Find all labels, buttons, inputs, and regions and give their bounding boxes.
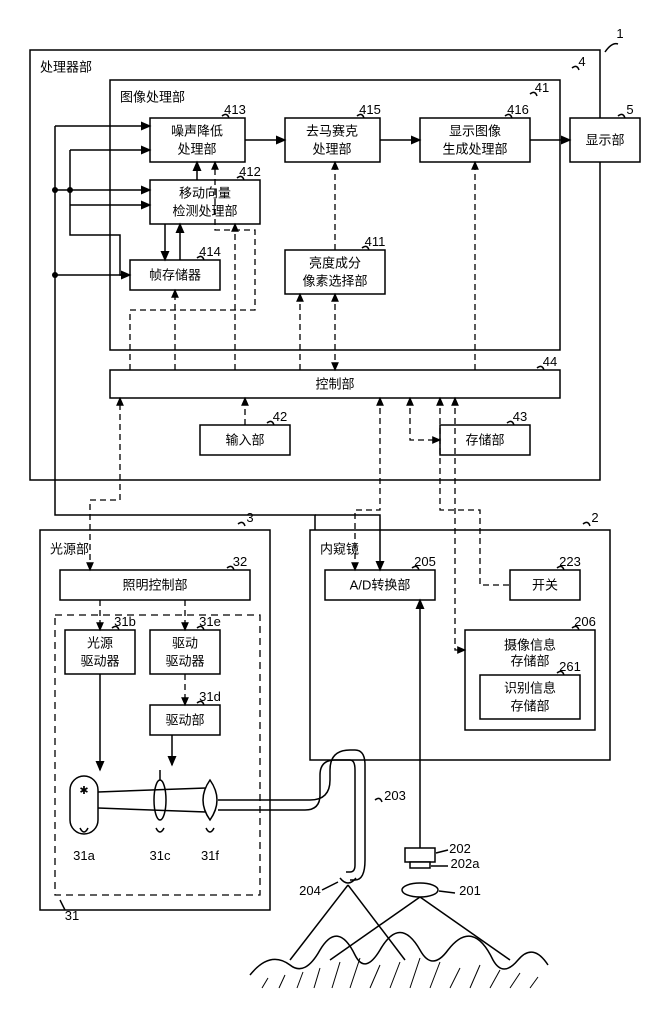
ref-3: 3 (246, 510, 253, 525)
b261-l1: 识别信息 (504, 680, 556, 695)
b206-l2: 存储部 (510, 653, 549, 668)
lens-201 (402, 883, 438, 897)
b415-l1: 去马赛克 (306, 123, 358, 138)
ref-1: 1 (616, 26, 623, 41)
ref-44: 44 (543, 354, 557, 369)
ref-31c: 31c (150, 848, 171, 863)
b31e-l1: 驱动 (172, 635, 198, 650)
b416-l1: 显示图像 (449, 123, 501, 138)
ref-43: 43 (513, 409, 527, 424)
b416-l2: 生成处理部 (442, 141, 507, 156)
disp-l: 显示部 (585, 132, 624, 147)
ref-31a: 31a (73, 848, 95, 863)
b31b-l2: 驱动器 (80, 653, 119, 668)
b415-l2: 处理部 (312, 141, 351, 156)
b411-l1: 亮度成分 (309, 255, 361, 270)
b206-l1: 摄像信息 (504, 637, 556, 652)
ref-201: 201 (459, 883, 481, 898)
b412-l1: 移动向量 (179, 185, 231, 200)
b414-l: 帧存储器 (149, 267, 201, 282)
ref-202: 202 (449, 841, 471, 856)
b413-l2: 处理部 (177, 141, 216, 156)
ref-41: 41 (535, 80, 549, 95)
b43-l: 存储部 (465, 432, 504, 447)
ref-31f: 31f (201, 848, 219, 863)
ref-31: 31 (65, 908, 79, 923)
processor-title: 处理器部 (40, 59, 92, 74)
b412-l2: 检测处理部 (172, 203, 237, 218)
b411-l2: 像素选择部 (302, 273, 367, 288)
endo-title: 内窥镜 (320, 541, 359, 556)
b261-l2: 存储部 (510, 698, 549, 713)
b42-l: 输入部 (225, 432, 264, 447)
ref-5: 5 (626, 102, 633, 117)
ref-203: 203 (384, 788, 406, 803)
image-proc-title: 图像处理部 (120, 89, 185, 104)
ref-4: 4 (578, 54, 585, 69)
sensor-202 (405, 848, 435, 862)
sensor-202a (410, 862, 430, 868)
b32-l: 照明控制部 (122, 577, 187, 592)
tip-204 (340, 878, 356, 883)
b205-l: A/D转换部 (350, 577, 411, 592)
b31b-l1: 光源 (87, 635, 113, 650)
ref-32: 32 (233, 554, 247, 569)
ref-202a: 202a (451, 856, 481, 871)
ref-2: 2 (591, 510, 598, 525)
ref-42: 42 (273, 409, 287, 424)
b31d-l: 驱动部 (165, 712, 204, 727)
b413-l1: 噪声降低 (171, 123, 223, 138)
ref-204: 204 (299, 883, 321, 898)
ls-title: 光源部 (50, 541, 89, 556)
svg-text:✱: ✱ (79, 785, 88, 797)
b31e-l2: 驱动器 (165, 653, 204, 668)
b44-l: 控制部 (315, 376, 354, 391)
b223-l: 开关 (532, 577, 558, 592)
